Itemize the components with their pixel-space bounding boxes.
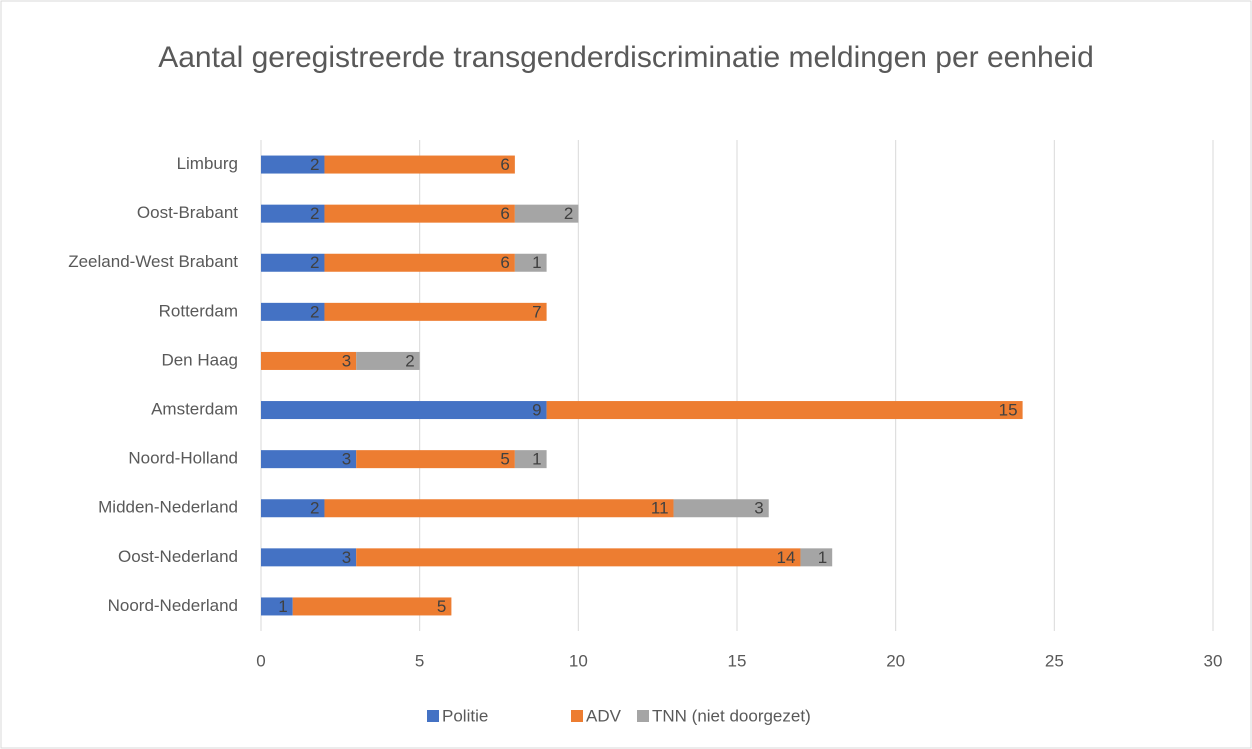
data-label: 1 [818, 548, 827, 567]
legend-swatch [571, 710, 583, 722]
bar [261, 155, 325, 174]
bar [514, 253, 547, 272]
data-label: 5 [437, 597, 446, 616]
y-tick-label: Noord-Nederland [108, 596, 238, 615]
y-tick-label: Oost-Brabant [137, 203, 238, 222]
bar [261, 351, 357, 370]
bar [514, 450, 547, 469]
bar [356, 351, 420, 370]
y-tick-label: Oost-Nederland [118, 547, 238, 566]
bar [261, 499, 325, 518]
x-tick-label: 20 [886, 651, 905, 670]
bar [261, 204, 325, 223]
y-tick-label: Zeeland-West Brabant [68, 252, 238, 271]
bar [292, 597, 452, 616]
legend-swatch [637, 710, 649, 722]
y-tick-label: Midden-Nederland [98, 498, 238, 517]
data-label: 15 [999, 401, 1018, 420]
bar [324, 302, 547, 321]
data-label: 2 [310, 302, 319, 321]
x-tick-label: 10 [569, 651, 588, 670]
y-tick-label: Limburg [177, 154, 238, 173]
bar [514, 204, 579, 223]
data-label: 6 [500, 155, 509, 174]
legend-label: TNN (niet doorgezet) [652, 706, 811, 725]
data-label: 14 [777, 548, 796, 567]
data-label: 1 [278, 597, 287, 616]
bar [261, 450, 357, 469]
y-tick-label: Rotterdam [159, 301, 238, 320]
legend-label: ADV [586, 706, 622, 725]
bar [673, 499, 769, 518]
data-label: 6 [500, 204, 509, 223]
data-label: 3 [754, 499, 763, 518]
data-label: 2 [564, 204, 573, 223]
x-tick-label: 30 [1204, 651, 1223, 670]
x-tick-label: 5 [415, 651, 424, 670]
data-label: 1 [532, 450, 541, 469]
bar [324, 155, 515, 174]
bar [261, 548, 357, 567]
data-label: 3 [342, 450, 351, 469]
y-tick-label: Noord-Holland [128, 449, 238, 468]
data-label: 2 [310, 155, 319, 174]
chart-title: Aantal geregistreerde transgenderdiscrim… [158, 41, 1094, 74]
bar [261, 253, 325, 272]
data-label: 2 [310, 253, 319, 272]
y-tick-label: Den Haag [161, 350, 238, 369]
bar [261, 302, 325, 321]
data-label: 7 [532, 302, 541, 321]
bar [356, 450, 515, 469]
x-tick-label: 15 [728, 651, 747, 670]
bar [356, 548, 801, 567]
bar [324, 499, 674, 518]
data-label: 1 [532, 253, 541, 272]
x-tick-label: 0 [256, 651, 265, 670]
bar [324, 204, 515, 223]
x-tick-label: 25 [1045, 651, 1064, 670]
legend-swatch [427, 710, 439, 722]
data-label: 2 [310, 204, 319, 223]
bar [261, 401, 547, 420]
legend-label: Politie [442, 706, 488, 725]
data-label: 2 [310, 499, 319, 518]
bar [261, 597, 293, 616]
data-label: 3 [342, 351, 351, 370]
data-label: 6 [500, 253, 509, 272]
bar [546, 401, 1023, 420]
bar [800, 548, 833, 567]
data-label: 9 [532, 401, 541, 420]
data-label: 5 [500, 450, 509, 469]
data-label: 2 [405, 351, 414, 370]
bar [324, 253, 515, 272]
data-label: 3 [342, 548, 351, 567]
y-tick-label: Amsterdam [151, 400, 238, 419]
data-label: 11 [651, 499, 669, 518]
